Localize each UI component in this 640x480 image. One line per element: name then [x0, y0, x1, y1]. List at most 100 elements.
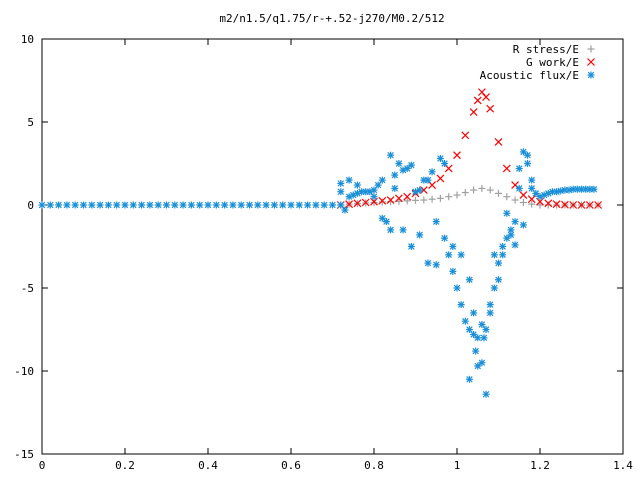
acoustic-flux-e-point [480, 334, 488, 342]
g-work-e-point [594, 201, 603, 209]
acoustic-flux-e-point [378, 214, 386, 222]
g-work-e-point [386, 196, 395, 204]
acoustic-flux-e-point [424, 176, 432, 184]
y-tick-label: 0 [27, 199, 34, 212]
r-stress-e-point [503, 193, 511, 201]
acoustic-flux-e-point [482, 326, 490, 333]
acoustic-flux-e-point [524, 151, 532, 159]
series-3-point [262, 201, 270, 209]
g-work-e-point [519, 191, 528, 199]
series-3-point [146, 201, 154, 209]
series-3-point [138, 201, 146, 209]
g-work-e-point [486, 104, 495, 113]
acoustic-flux-e-point [495, 276, 502, 284]
y-tick-label: -15 [14, 448, 34, 461]
series-3-point [38, 201, 46, 209]
x-tick-label: 0.2 [115, 459, 135, 472]
series-3-point [304, 201, 312, 209]
acoustic-flux-e-point [391, 171, 399, 179]
acoustic-flux-e-point [519, 221, 527, 229]
r-stress-e-point [495, 189, 502, 197]
r-stress-e-point [519, 199, 527, 207]
acoustic-flux-e-point [457, 301, 465, 309]
r-stress-e-point [536, 201, 544, 209]
g-work-e-point [494, 137, 503, 146]
r-stress-e-point [428, 195, 436, 203]
r-stress-e-point [403, 197, 411, 205]
acoustic-flux-e-point [590, 185, 598, 193]
y-tick-label: 5 [27, 116, 34, 129]
g-work-e-point [453, 151, 461, 160]
y-tick-label: -5 [21, 282, 34, 295]
series-3-point [204, 201, 212, 209]
acoustic-flux-e-point [490, 251, 498, 259]
acoustic-flux-e-point [416, 186, 424, 194]
x-tick-label: 0.8 [364, 459, 384, 472]
acoustic-flux-e-point [424, 259, 432, 267]
legend-marker-acoustic-flux-e [587, 71, 595, 79]
series-3-point [154, 201, 162, 209]
acoustic-flux-e-point [507, 231, 515, 239]
series-3-point [113, 201, 121, 209]
r-stress-e-point [412, 196, 419, 204]
acoustic-flux-e-point [378, 176, 386, 184]
g-work-e-point [353, 199, 362, 208]
acoustic-flux-e-point [337, 188, 345, 196]
acoustic-flux-e-point [345, 176, 353, 184]
legend-label-r-stress-e: R stress/E [513, 43, 579, 56]
chart-title: m2/n1.5/q1.75/r-+.52-j270/M0.2/512 [219, 12, 444, 25]
g-work-e-point [552, 200, 561, 209]
acoustic-flux-e-point [474, 334, 482, 342]
series-3-point [71, 201, 79, 209]
series-3-point [337, 201, 345, 209]
acoustic-flux-e-point [499, 251, 507, 259]
g-work-e-point [436, 174, 445, 183]
acoustic-flux-e-point [528, 184, 536, 192]
g-work-e-point [585, 201, 594, 209]
acoustic-flux-e-point [470, 309, 478, 317]
acoustic-flux-e-point [499, 243, 507, 250]
acoustic-flux-e-point [432, 218, 440, 226]
r-stress-e-point [461, 189, 469, 197]
series-3-point [270, 201, 278, 209]
acoustic-flux-e-point [395, 160, 403, 167]
series-3-point [104, 201, 112, 209]
g-work-e-point [482, 93, 490, 102]
acoustic-flux-e-point [416, 231, 424, 239]
acoustic-flux-e-point [399, 166, 407, 174]
g-work-e-point [361, 198, 370, 207]
y-tick-label: -10 [14, 365, 34, 378]
acoustic-flux-e-point [465, 326, 473, 333]
legend-marker-g-work-e [587, 58, 595, 66]
series-3-point [80, 201, 87, 209]
g-work-e-point [544, 199, 553, 208]
acoustic-flux-e-point [515, 184, 523, 192]
series-3-point [163, 201, 170, 209]
series-3-point [246, 201, 253, 209]
acoustic-flux-e-point [407, 161, 415, 169]
acoustic-flux-e-point [341, 206, 349, 214]
acoustic-flux-e-point [472, 347, 480, 355]
g-work-e-point [569, 201, 578, 209]
r-stress-e-point [486, 186, 494, 194]
r-stress-e-point [511, 196, 519, 204]
acoustic-flux-e-point [449, 267, 457, 275]
g-work-e-point [345, 200, 354, 209]
acoustic-flux-e-point [478, 359, 486, 367]
acoustic-flux-e-point [391, 184, 399, 192]
x-tick-label: 0.4 [198, 459, 218, 472]
g-work-e-point [502, 164, 511, 173]
g-work-e-point [403, 192, 412, 201]
x-tick-label: 0 [39, 459, 46, 472]
series-3-point [312, 201, 320, 209]
series-3-point [212, 201, 220, 209]
series-3-series [38, 201, 345, 209]
acoustic-flux-e-point [449, 243, 457, 250]
x-tick-label: 1 [454, 459, 461, 472]
series-3-point [254, 201, 262, 209]
series-3-point [320, 201, 328, 209]
acoustic-flux-e-point [428, 168, 436, 176]
acoustic-flux-e-point [553, 188, 561, 196]
r-stress-e-point [528, 200, 536, 208]
